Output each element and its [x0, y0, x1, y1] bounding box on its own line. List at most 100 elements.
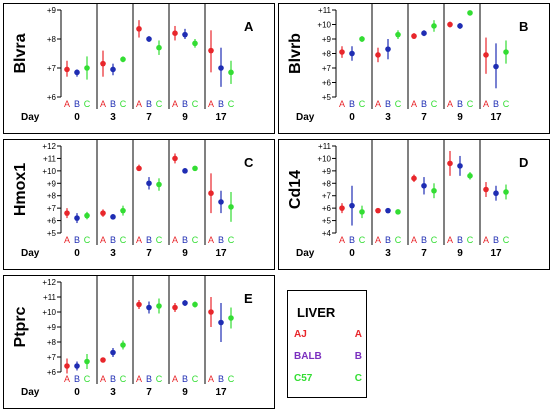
day-label: 7	[146, 387, 152, 398]
strain-label: B	[110, 99, 116, 109]
strain-label: B	[74, 374, 80, 384]
y-tick-label: +7	[47, 353, 57, 362]
gene-label: Blvrb	[287, 33, 304, 74]
strain-label: B	[349, 99, 355, 109]
day-label: 3	[385, 112, 391, 123]
day-label: 7	[146, 112, 152, 123]
data-point	[146, 180, 152, 187]
strain-label: C	[120, 235, 127, 245]
data-point	[172, 30, 178, 36]
strain-label: C	[84, 99, 91, 109]
data-point	[100, 357, 106, 363]
strain-label: C	[192, 374, 199, 384]
day-label: 17	[490, 112, 502, 123]
strain-label: C	[359, 99, 366, 109]
strain-label: C	[156, 99, 163, 109]
data-point	[136, 165, 142, 172]
gene-label: Hmox1	[12, 163, 29, 216]
y-tick-label: +4	[322, 229, 332, 238]
data-point	[228, 315, 234, 321]
data-point	[421, 182, 427, 189]
data-point	[84, 65, 90, 71]
data-point	[467, 173, 473, 179]
day-label: 7	[421, 112, 427, 123]
strain-label: C	[192, 235, 199, 245]
data-point	[208, 309, 214, 315]
legend-item-balb: BALB B	[294, 351, 364, 362]
data-point	[156, 181, 162, 188]
data-point	[493, 190, 499, 197]
data-point	[74, 363, 80, 369]
strain-label: A	[375, 235, 381, 245]
y-tick-label: +8	[47, 192, 57, 201]
data-point	[182, 168, 188, 174]
y-tick-label: +12	[42, 142, 56, 151]
data-point	[100, 210, 106, 216]
strain-label: A	[208, 235, 214, 245]
strain-label: B	[218, 99, 224, 109]
legend-item-name: AJ	[294, 329, 307, 340]
data-point	[375, 207, 381, 214]
data-point	[359, 209, 365, 215]
strain-label: B	[493, 99, 499, 109]
gene-label: Blvra	[12, 33, 29, 73]
y-tick-label: +9	[47, 6, 57, 15]
strain-label: C	[228, 235, 235, 245]
data-point	[110, 66, 116, 73]
data-point	[208, 190, 214, 197]
data-point	[457, 163, 463, 169]
y-tick-label: +6	[47, 217, 57, 226]
data-point	[156, 303, 162, 309]
strain-label: C	[395, 235, 402, 245]
strain-label: A	[172, 99, 178, 109]
strain-label: B	[110, 235, 116, 245]
strain-label: A	[339, 235, 345, 245]
y-tick-label: +10	[42, 167, 56, 176]
strain-label: A	[64, 99, 70, 109]
data-point	[136, 26, 142, 32]
y-tick-label: +7	[322, 192, 332, 201]
strain-label: B	[182, 374, 188, 384]
strain-label: A	[136, 374, 142, 384]
panel-frame	[3, 3, 275, 134]
data-point	[421, 30, 427, 36]
y-tick-label: +5	[322, 93, 332, 102]
data-point	[146, 304, 152, 311]
data-point	[228, 204, 234, 210]
y-tick-label: +9	[322, 167, 332, 176]
strain-label: C	[395, 99, 402, 109]
data-point	[110, 349, 116, 356]
strain-label: B	[182, 99, 188, 109]
strain-label: C	[192, 99, 199, 109]
legend: LIVER AJ A BALB B C57 C	[287, 290, 367, 398]
gene-label: Cd14	[287, 170, 304, 209]
strain-label: B	[74, 99, 80, 109]
data-point	[172, 155, 178, 162]
strain-label: A	[208, 374, 214, 384]
data-point	[375, 52, 381, 58]
legend-item-name: BALB	[294, 351, 322, 362]
y-tick-label: +11	[43, 293, 57, 302]
x-axis-label: Day	[21, 387, 40, 398]
y-tick-label: +8	[47, 338, 57, 347]
x-axis-label: Day	[296, 248, 315, 259]
strain-label: C	[431, 235, 438, 245]
y-tick-label: +5	[322, 217, 332, 226]
y-tick-label: +8	[322, 50, 332, 59]
strain-label: C	[120, 374, 127, 384]
data-point	[208, 47, 214, 54]
y-tick-label: +7	[322, 64, 332, 73]
data-point	[182, 300, 188, 306]
strain-label: C	[431, 99, 438, 109]
data-point	[64, 210, 70, 216]
data-point	[359, 36, 365, 42]
data-point	[182, 31, 188, 38]
data-point	[411, 33, 417, 39]
y-tick-label: +9	[322, 35, 332, 44]
data-point	[218, 199, 224, 205]
data-point	[339, 205, 345, 211]
data-point	[493, 63, 499, 70]
strain-label: C	[503, 99, 510, 109]
